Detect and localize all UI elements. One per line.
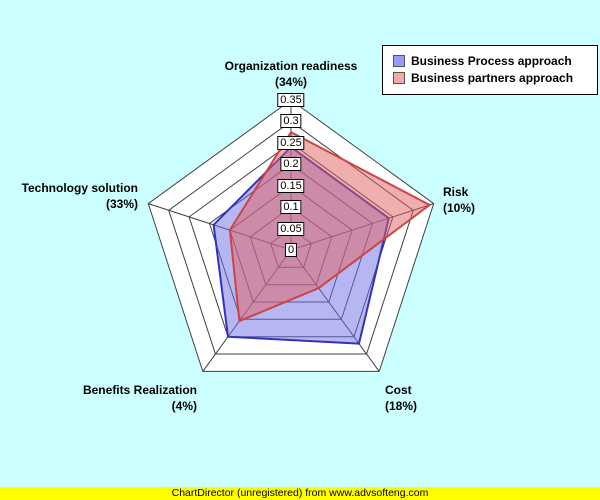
- legend-item-business-partners: Business partners approach: [393, 69, 597, 86]
- footer-banner: ChartDirector (unregistered) from www.ad…: [0, 487, 600, 500]
- axis-name: Organization readiness: [224, 59, 358, 73]
- legend-label: Business partners approach: [411, 70, 574, 85]
- axis-weight: (10%): [443, 201, 476, 215]
- legend-swatch-blue: [393, 54, 405, 67]
- scale-tick-label: 0.35: [277, 93, 305, 107]
- axis-weight: (18%): [385, 399, 418, 413]
- axis-label-organization-readiness: Organization readiness (34%): [141, 58, 441, 90]
- scale-tick-label: 0.3: [280, 114, 302, 129]
- axis-name: Cost: [385, 383, 412, 397]
- axis-label-cost: Cost (18%): [385, 382, 417, 414]
- legend-swatch-pink: [393, 71, 405, 84]
- scale-tick-label: 0.15: [277, 178, 305, 193]
- legend: Business Process approach Business partn…: [382, 45, 598, 95]
- axis-label-risk: Risk (10%): [443, 184, 475, 216]
- scale-tick-label: 0.05: [277, 221, 305, 236]
- scale-tick-label: 0.1: [280, 200, 302, 215]
- footer-text: ChartDirector (unregistered) from www.ad…: [171, 487, 429, 499]
- axis-weight: (4%): [171, 399, 197, 413]
- axis-name: Risk: [443, 185, 469, 199]
- axis-name: Benefits Realization: [82, 383, 197, 397]
- legend-item-business-process: Business Process approach: [393, 52, 597, 69]
- scale-tick-label: 0.25: [277, 135, 305, 150]
- axis-label-technology-solution: Technology solution (33%): [0, 180, 138, 212]
- axis-weight: (34%): [274, 75, 307, 89]
- axis-label-benefits-realization: Benefits Realization (4%): [17, 382, 197, 414]
- scale-tick-label: 0: [284, 243, 298, 257]
- legend-label: Business Process approach: [411, 53, 572, 68]
- scale-tick-label: 0.2: [280, 157, 302, 172]
- axis-name: Technology solution: [21, 181, 138, 195]
- axis-weight: (33%): [105, 197, 138, 211]
